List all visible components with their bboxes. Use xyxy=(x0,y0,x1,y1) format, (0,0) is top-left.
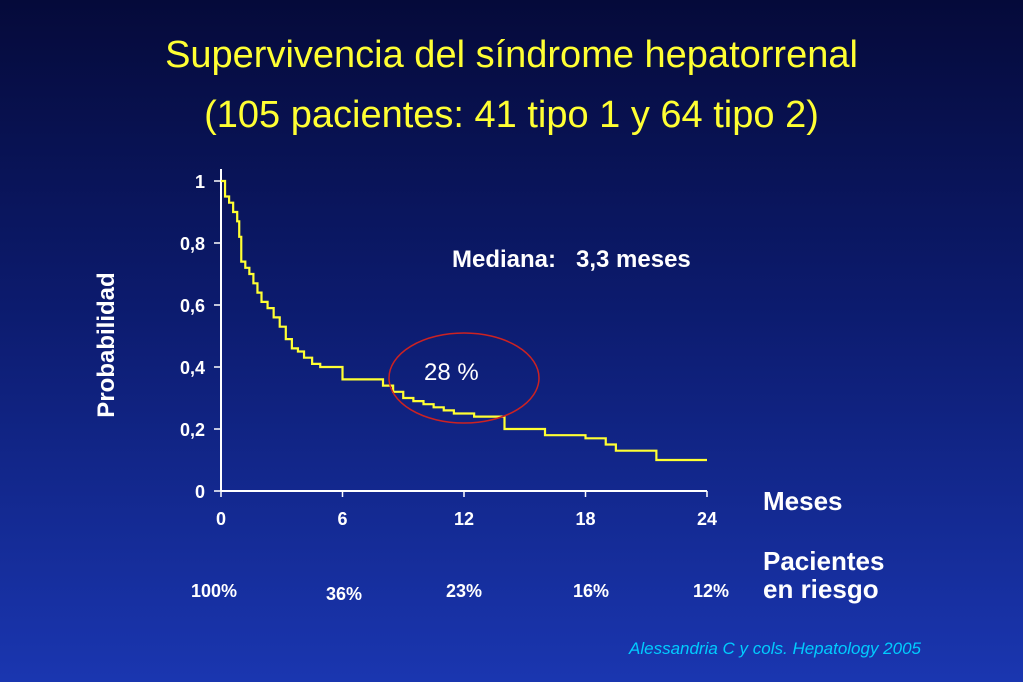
y-tick-label: 0,8 xyxy=(180,234,205,254)
risk-value: 23% xyxy=(445,581,483,601)
citation: Alessandria C y cols. Hepatology 2005 xyxy=(629,639,921,658)
y-tick-label: 0,4 xyxy=(180,358,205,378)
risk-value: 12% xyxy=(692,581,730,601)
y-tick-label: 0 xyxy=(195,482,205,502)
chart-ticks: 0 6 12 18 24 0 0,2 0,4 0,6 0,8 1 xyxy=(180,172,717,529)
y-tick-label: 0,2 xyxy=(180,420,205,440)
x-axis-label: Meses xyxy=(763,486,843,516)
chart-title: Supervivencia del síndrome hepatorrenal xyxy=(165,34,858,76)
y-axis-label: Probabilidad xyxy=(93,272,120,418)
chart-axes xyxy=(220,169,707,492)
x-tick-label: 6 xyxy=(337,509,347,529)
chart-subtitle: (105 pacientes: 41 tipo 1 y 64 tipo 2) xyxy=(204,94,819,136)
risk-value: 36% xyxy=(325,584,363,604)
risk-label-line1: Pacientes xyxy=(763,546,885,576)
risk-label-line2: en riesgo xyxy=(763,574,879,604)
x-tick-label: 12 xyxy=(454,509,474,529)
highlight-circle xyxy=(388,332,540,424)
risk-value: 100% xyxy=(190,581,238,601)
y-tick-label: 1 xyxy=(195,172,205,192)
x-tick-label: 0 xyxy=(216,509,226,529)
x-tick-label: 18 xyxy=(575,509,595,529)
x-tick-label: 24 xyxy=(697,509,717,529)
risk-value: 16% xyxy=(572,581,610,601)
median-annotation: Mediana: 3,3 meses xyxy=(452,246,691,273)
percent-annotation: 28 % xyxy=(424,359,479,386)
y-tick-label: 0,6 xyxy=(180,296,205,316)
survival-curve xyxy=(221,179,707,462)
